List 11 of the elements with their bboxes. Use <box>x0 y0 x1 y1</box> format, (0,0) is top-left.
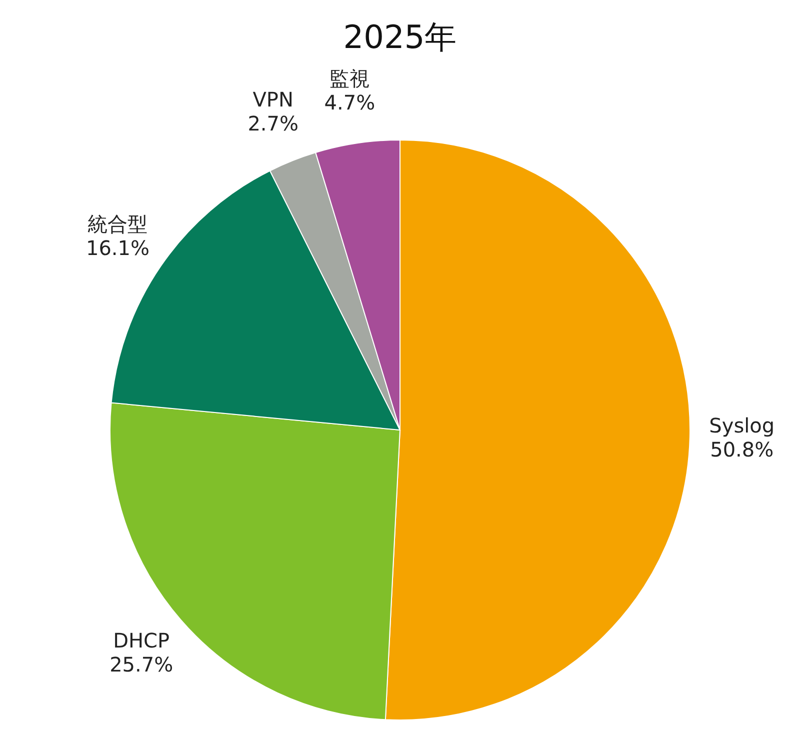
slice-label: VPN <box>252 87 294 112</box>
chart-title: 2025年 <box>343 18 457 56</box>
data-label: 2.7% <box>248 111 299 136</box>
slice-label: Syslog <box>709 414 775 438</box>
data-label: 25.7% <box>110 652 174 677</box>
slice-label: DHCP <box>113 628 170 653</box>
slice-label: 監視 <box>330 66 370 91</box>
data-label: 4.7% <box>324 90 376 115</box>
data-label: 50.8% <box>710 438 774 462</box>
slice-label: 統合型 <box>88 212 148 236</box>
data-label: 16.1% <box>86 236 150 260</box>
